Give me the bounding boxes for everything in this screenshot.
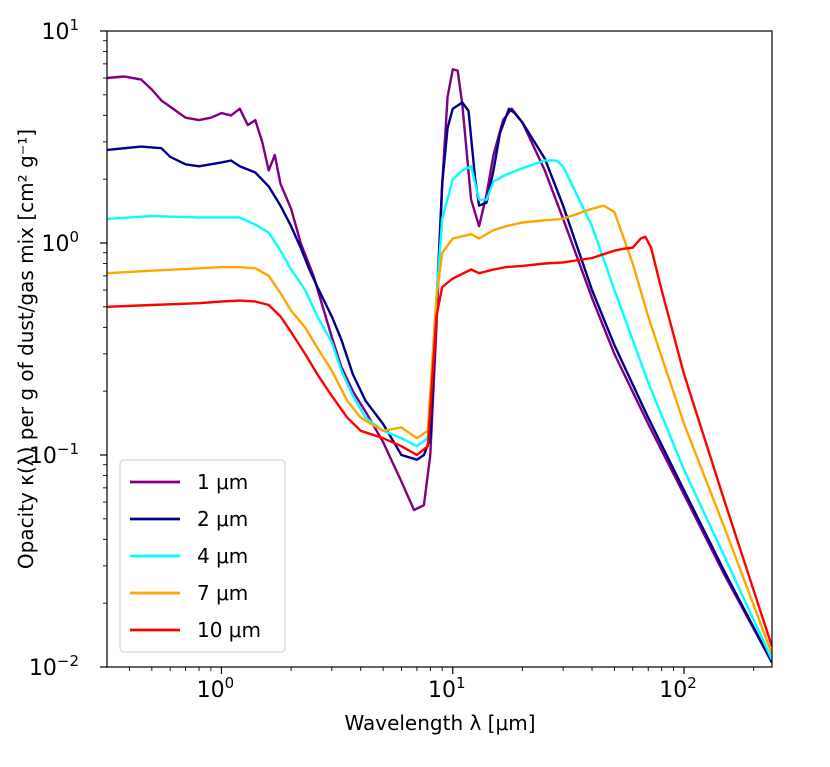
plot-frame (106, 30, 773, 668)
x-axis-label: Wavelength λ [μm] (344, 711, 535, 735)
legend-label-3: 4 μm (197, 544, 248, 568)
legend-box (119, 459, 286, 653)
legend-label-1: 1 μm (197, 470, 248, 494)
ticks-layer: 100 101 102 10−2 10−1 100 101 (29, 16, 755, 703)
series-layer (107, 68, 772, 664)
legend-label-4: 7 μm (197, 581, 248, 605)
legend-entries: 1 μm 2 μm 4 μm 7 μm 10 μm (130, 470, 261, 642)
series-line-2 (107, 101, 772, 664)
legend: 1 μm 2 μm 4 μm 7 μm 10 μm (119, 459, 286, 653)
series-line-5 (107, 235, 772, 647)
legend-label-5: 10 μm (197, 618, 261, 642)
x-tick-label: 100 (197, 674, 235, 703)
y-tick-label: 10−1 (29, 440, 79, 469)
x-tick-label: 101 (428, 674, 466, 703)
y-axis-label: Opacity κ(λ) per g of dust/gas mix [cm² … (14, 129, 38, 569)
legend-label-2: 2 μm (197, 507, 248, 531)
y-tick-label: 10−2 (29, 652, 79, 681)
x-tick-label: 102 (659, 674, 697, 703)
y-tick-label: 101 (41, 16, 79, 45)
y-tick-label: 100 (41, 228, 79, 257)
